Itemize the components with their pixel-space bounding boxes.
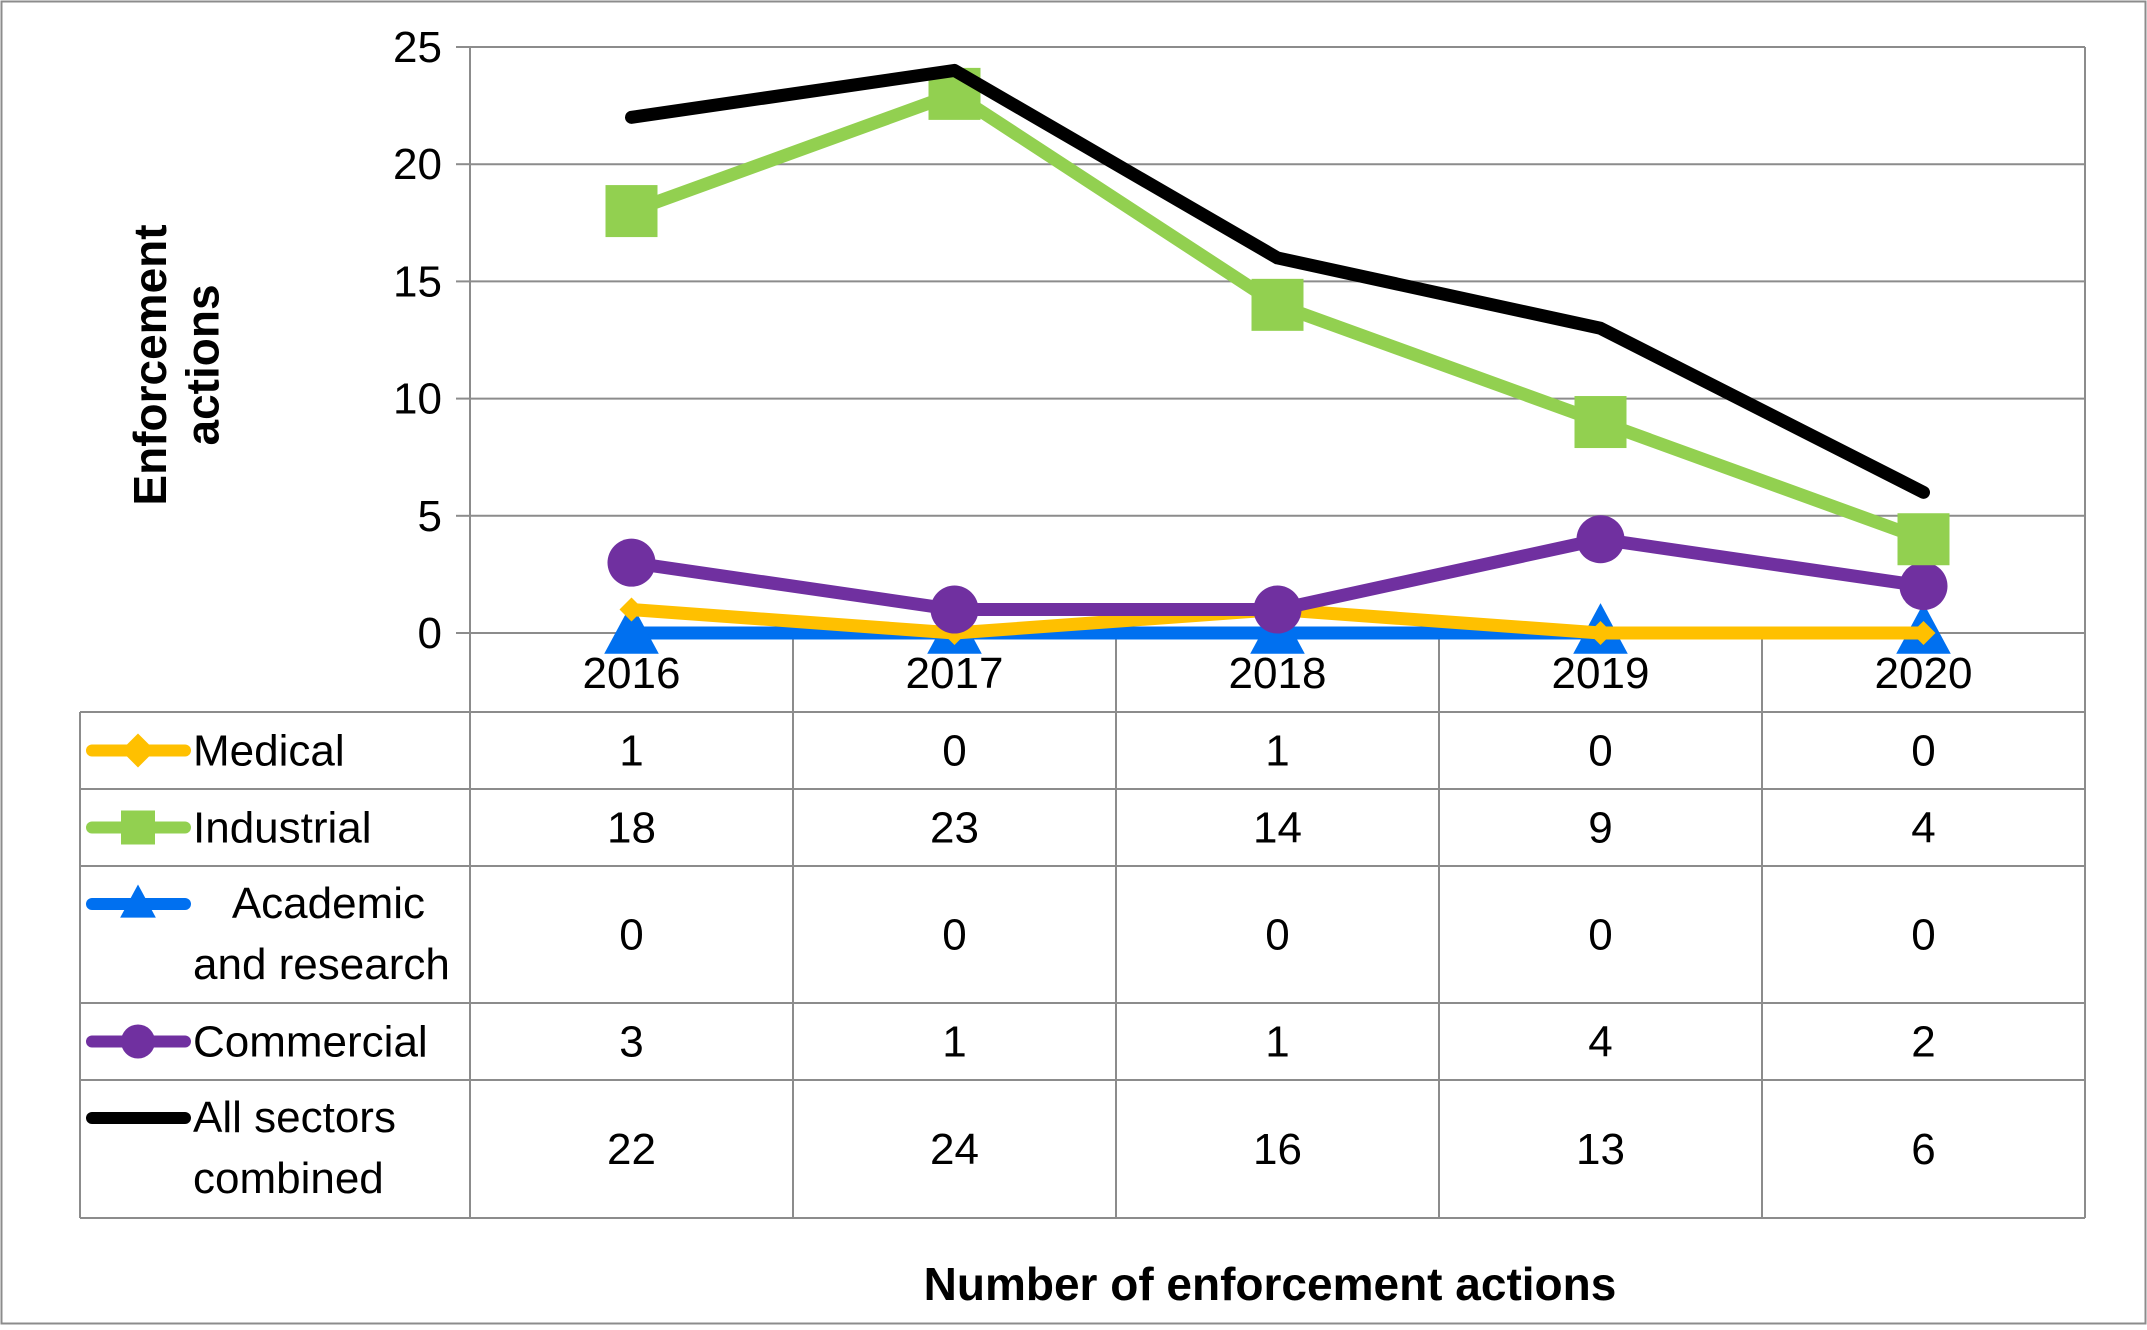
legend-label-line: Commercial — [193, 1018, 428, 1067]
legend-label: Commercial — [193, 1018, 428, 1067]
legend-label-line: All sectors — [193, 1093, 396, 1142]
marker-circle — [1253, 585, 1302, 634]
marker-triangle — [604, 603, 659, 654]
legend-label: All sectors combined — [193, 1093, 396, 1203]
table-cell-value: 1 — [1265, 1018, 1289, 1067]
marker-square — [121, 810, 155, 845]
series-lines — [604, 63, 1951, 654]
y-tick-label: 10 — [393, 375, 442, 424]
y-tick-label: 0 — [418, 609, 442, 658]
table-cell-value: 16 — [1253, 1125, 1302, 1174]
table-cell-value: 24 — [930, 1125, 979, 1174]
y-axis-title: Enforcementactions — [124, 224, 229, 505]
legend-label: Industrial — [193, 804, 372, 853]
marker-circle — [607, 538, 656, 587]
x-category-label: 2018 — [1229, 649, 1327, 698]
legend-label-line: Academic — [232, 879, 425, 928]
table-cell-value: 23 — [930, 804, 979, 853]
table-cell-value: 6 — [1911, 1125, 1935, 1174]
y-axis-ticks: 0 5 10 15 20 25 — [393, 23, 442, 658]
y-tick-label: 15 — [393, 257, 442, 306]
legend-label-line: combined — [193, 1154, 384, 1203]
series-commercial — [607, 515, 1948, 634]
marker-square — [1574, 396, 1627, 449]
x-category-label: 2017 — [906, 649, 1004, 698]
y-tick-label: 25 — [393, 23, 442, 72]
legend-label: Medical — [193, 727, 345, 776]
marker-square — [1897, 513, 1950, 566]
table-cell-value: 0 — [942, 727, 966, 776]
marker-diamond — [121, 733, 155, 768]
table-cell-value: 3 — [619, 1018, 643, 1067]
marker-diamond — [619, 597, 644, 622]
marker-circle — [1576, 515, 1625, 564]
y-axis-title-line: Enforcement — [124, 224, 176, 505]
marker-circle — [121, 1024, 155, 1059]
table-cell-value: 0 — [1265, 911, 1289, 960]
table-cell-value: 4 — [1911, 804, 1935, 853]
table-cell-value: 0 — [619, 911, 643, 960]
table-cell-value: 9 — [1588, 804, 1612, 853]
table-cell-value: 0 — [1588, 911, 1612, 960]
table-cell-value: 1 — [619, 727, 643, 776]
series-all-sectors-combined — [625, 63, 1930, 499]
marker-square — [1251, 278, 1304, 331]
table-cell-value: 13 — [1576, 1125, 1625, 1174]
table-cell-value: 2 — [1911, 1018, 1935, 1067]
series-line — [625, 63, 1930, 499]
table-row-academic-and-research: Academic and research 0 0 0 0 0 — [86, 879, 1936, 989]
table-cell-value: 1 — [1265, 727, 1289, 776]
marker-triangle — [120, 884, 156, 918]
table-cell-value: 0 — [942, 911, 966, 960]
table-cell-value: 14 — [1253, 804, 1302, 853]
x-axis-title: Number of enforcement actions — [924, 1258, 1617, 1310]
marker-circle — [1899, 562, 1948, 611]
y-tick-label: 5 — [418, 492, 442, 541]
table-cell-value: 0 — [1911, 911, 1935, 960]
marker-square — [605, 185, 658, 238]
marker-diamond — [1588, 621, 1613, 645]
legend-label-line: Industrial — [193, 804, 372, 853]
table-cell-value: 1 — [942, 1018, 966, 1067]
marker-diamond — [1911, 621, 1936, 645]
x-category-label: 2016 — [583, 649, 681, 698]
table-cell-value: 18 — [607, 804, 656, 853]
table-row-commercial: Commercial 3 1 1 4 2 — [86, 1018, 1936, 1067]
table-row-all-sectors-combined: All sectors combined 22 24 16 13 6 — [86, 1093, 1936, 1203]
legend-label-line: Medical — [193, 727, 345, 776]
table-cell-value: 0 — [1911, 727, 1935, 776]
table-row-medical: Medical 1 0 1 0 0 — [86, 727, 1936, 776]
x-category-label: 2020 — [1875, 649, 1973, 698]
table-row-industrial: Industrial 18 23 14 9 4 — [86, 804, 1936, 853]
table-cell-value: 0 — [1588, 727, 1612, 776]
marker-circle — [930, 585, 979, 634]
legend-label: Academic and research — [193, 879, 450, 989]
table-cell-value: 4 — [1588, 1018, 1612, 1067]
y-tick-label: 20 — [393, 140, 442, 189]
x-category-label: 2019 — [1552, 649, 1650, 698]
table-cell-value: 22 — [607, 1125, 656, 1174]
legend-label-line: and research — [193, 940, 450, 989]
y-axis-title-line: actions — [177, 284, 229, 445]
